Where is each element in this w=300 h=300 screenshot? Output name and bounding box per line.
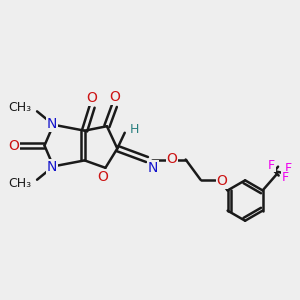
Text: N: N [47, 117, 57, 131]
Text: O: O [167, 152, 178, 166]
Text: O: O [8, 139, 19, 152]
Text: N: N [148, 161, 158, 175]
Text: H: H [130, 123, 140, 136]
Text: CH₃: CH₃ [9, 177, 32, 190]
Text: N: N [47, 160, 57, 174]
Text: CH₃: CH₃ [9, 101, 32, 114]
Text: O: O [87, 91, 98, 105]
Text: F: F [268, 159, 275, 172]
Text: O: O [97, 170, 108, 184]
Text: F: F [281, 171, 289, 184]
Text: O: O [216, 174, 227, 188]
Text: O: O [109, 90, 120, 104]
Text: F: F [284, 162, 291, 175]
